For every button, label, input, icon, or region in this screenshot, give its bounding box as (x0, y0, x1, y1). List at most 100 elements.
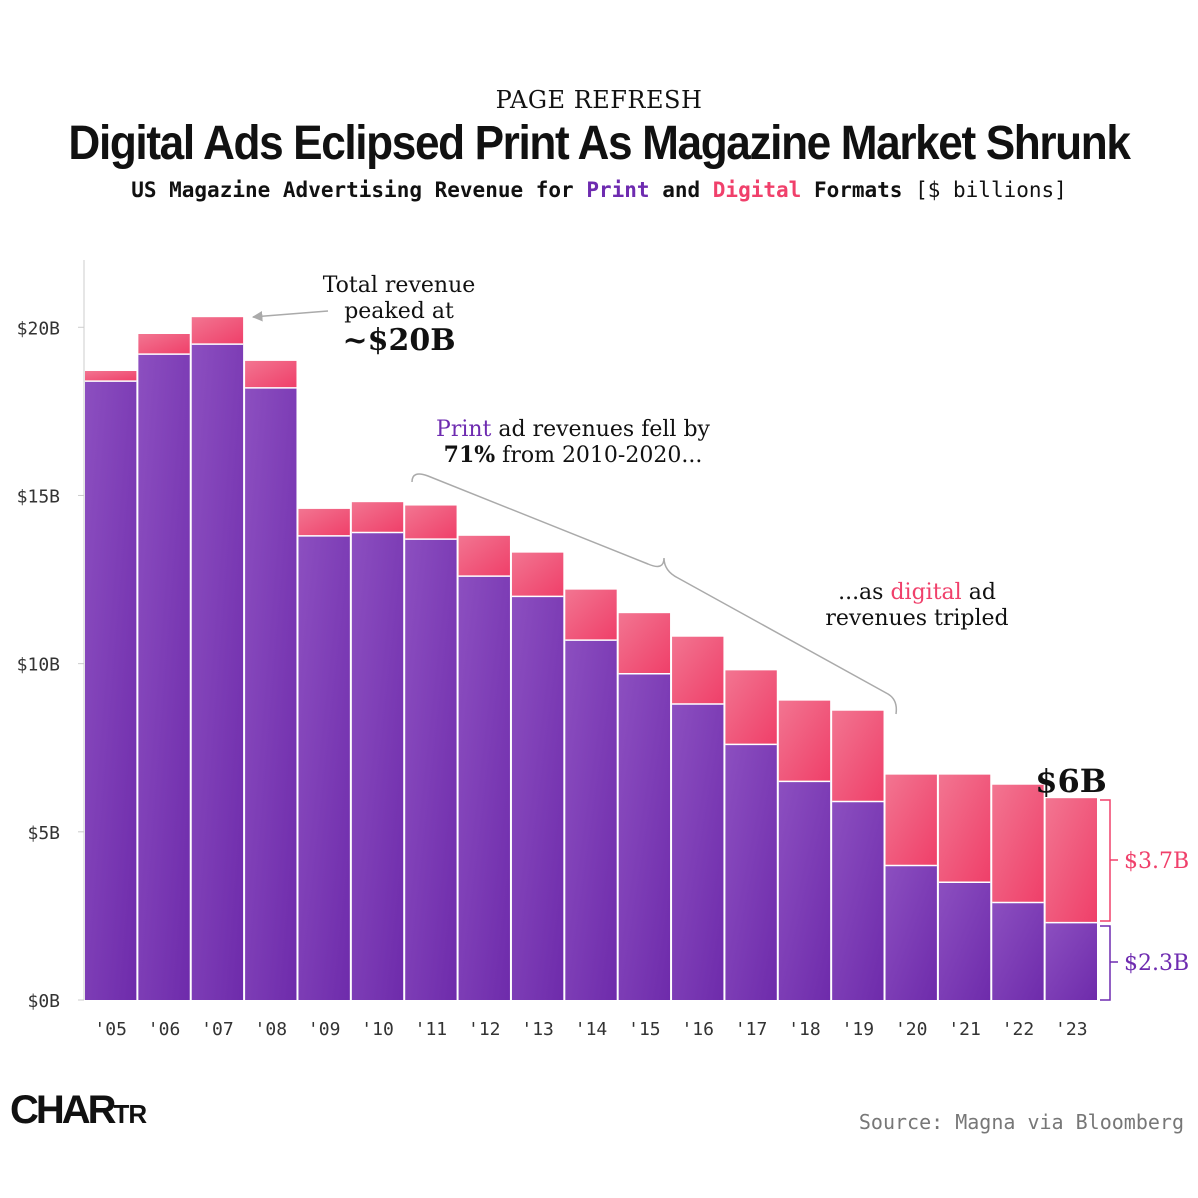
x-tick-label: '11 (415, 1019, 448, 1040)
digital-bar (885, 774, 937, 866)
x-tick-label: '23 (1055, 1019, 1088, 1040)
x-axis-ticks: '05 '06 '07 '08 '09 '10 '11 '12 '13 '14 '15 '16 '17 '… (94, 1019, 1087, 1040)
print-decline-range: from 2010-2020... (495, 443, 702, 468)
x-tick-label: '08 (255, 1019, 288, 1040)
logo-small: TR (113, 1099, 148, 1129)
digital-tripled-line2: revenues tripled (825, 606, 1008, 631)
print-bar (725, 744, 777, 1000)
digital-tripled-pre: ...as (838, 580, 890, 605)
total-2023-label: $6B (1035, 762, 1107, 800)
digital-tripled-word: digital (890, 580, 961, 605)
print-bar (938, 882, 991, 1000)
peak-annotation: Total revenue peaked at ~$20B (251, 273, 476, 358)
digital-bar (191, 317, 244, 345)
peak-annotation-line2: peaked at (344, 299, 454, 324)
print-decline-line2: 71% from 2010-2020... (444, 442, 703, 468)
digital-bar (85, 371, 137, 382)
chart-title: Digital Ads Eclipsed Print As Magazine M… (68, 117, 1130, 170)
y-tick-label: $15B (17, 486, 60, 507)
peak-annotation-line1: Total revenue (323, 273, 476, 298)
print-bar (298, 535, 350, 1000)
digital-bar (672, 636, 724, 704)
x-tick-label: '19 (842, 1019, 875, 1040)
digital-2023-label: $3.7B (1124, 849, 1189, 874)
x-tick-label: '07 (201, 1019, 234, 1040)
x-tick-label: '09 (308, 1019, 341, 1040)
print-bar (405, 539, 457, 1000)
digital-tripled-annotation: ...as digital ad revenues tripled (825, 580, 1008, 631)
peak-arrow (251, 310, 329, 322)
digital-bar (618, 613, 671, 674)
print-bar (138, 354, 190, 1000)
subtitle-and: and (649, 178, 713, 202)
digital-bar (405, 505, 457, 540)
curly-brace (411, 473, 898, 715)
x-tick-label: '06 (148, 1019, 181, 1040)
logo-big: CHAR (10, 1088, 117, 1132)
chart-kicker: PAGE REFRESH (495, 86, 703, 114)
x-tick-label: '15 (628, 1019, 661, 1040)
x-tick-label: '12 (468, 1019, 501, 1040)
digital-bar (725, 670, 777, 745)
x-tick-label: '10 (361, 1019, 394, 1040)
digital-bar (298, 508, 350, 536)
print-bar (245, 387, 297, 1000)
digital-bar (992, 784, 1044, 903)
print-decline-annotation: Print ad revenues fell by 71% from 2010-… (436, 417, 710, 468)
x-tick-label: '22 (1002, 1019, 1035, 1040)
digital-tripled-post: ad (962, 580, 996, 605)
print-2023-label: $2.3B (1124, 951, 1189, 976)
digital-bar (778, 700, 831, 782)
print-decline-word: Print (436, 417, 492, 442)
x-tick-label: '17 (735, 1019, 768, 1040)
y-axis-ticks: $0B $5B $10B $15B $20B (17, 318, 84, 1012)
print-bar (992, 902, 1044, 1000)
subtitle-lead: US Magazine Advertising Revenue for (131, 178, 587, 202)
print-bar (778, 781, 831, 1000)
y-tick-label: $20B (17, 318, 60, 339)
y-tick-label: $5B (27, 823, 60, 844)
subtitle-digital-word: Digital (712, 178, 802, 202)
chartr-logo: CHARTR (10, 1088, 148, 1133)
x-tick-label: '16 (681, 1019, 714, 1040)
print-decline-rest: ad revenues fell by (491, 417, 710, 442)
x-tick-label: '14 (575, 1019, 608, 1040)
print-bar (458, 576, 510, 1000)
print-2023-bracket (1100, 925, 1118, 1001)
digital-bar (938, 774, 991, 883)
subtitle-formats: Formats (801, 178, 916, 202)
y-tick-label: $10B (17, 655, 60, 676)
digital-bar (832, 710, 884, 802)
print-bar (832, 801, 884, 1000)
print-bar (565, 640, 617, 1000)
bars-group (85, 317, 1097, 1000)
print-bar (351, 532, 404, 1000)
digital-bar (351, 502, 404, 533)
print-bar (511, 596, 564, 1000)
x-tick-label: '21 (948, 1019, 981, 1040)
y-tick-label: $0B (27, 991, 60, 1012)
digital-2023-bracket (1100, 799, 1118, 922)
x-tick-label: '13 (521, 1019, 554, 1040)
digital-bar (245, 360, 297, 388)
print-bar (672, 704, 724, 1000)
print-bar (885, 865, 937, 1000)
peak-annotation-value: ~$20B (342, 323, 455, 358)
print-decline-pct: 71% (444, 442, 496, 468)
digital-bar (458, 535, 510, 577)
print-bar (1045, 922, 1097, 1000)
subtitle-unit: [$ billions] (915, 178, 1067, 202)
digital-bar (1045, 798, 1097, 923)
digital-bar (138, 334, 190, 355)
digital-bar (565, 589, 617, 641)
subtitle-print-word: Print (586, 178, 650, 202)
print-bar (618, 673, 671, 1000)
x-tick-label: '05 (94, 1019, 127, 1040)
digital-bar (511, 552, 564, 597)
print-decline-line1: Print ad revenues fell by (436, 417, 710, 442)
print-bar (191, 344, 244, 1000)
source-note: Source: Magna via Bloomberg (858, 1110, 1184, 1134)
print-bar (85, 381, 137, 1000)
digital-tripled-line1: ...as digital ad (838, 580, 996, 605)
